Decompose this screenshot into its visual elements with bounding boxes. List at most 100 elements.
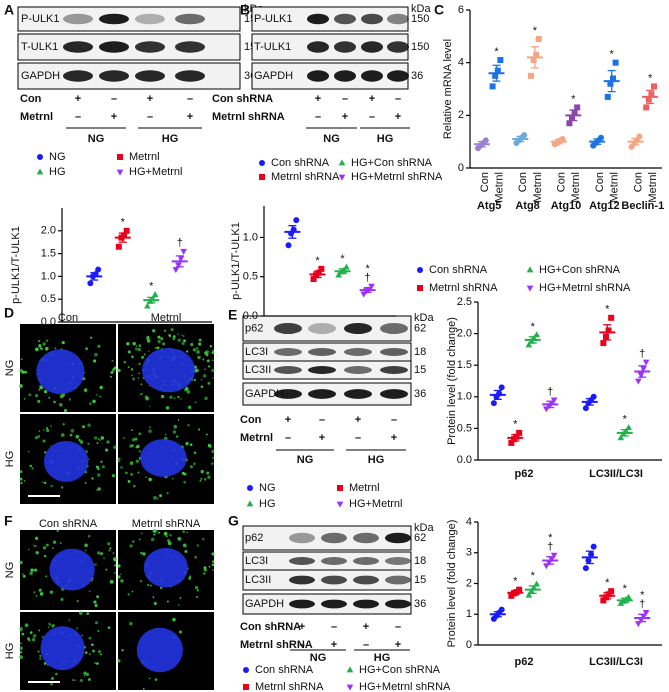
puncta	[94, 352, 98, 357]
puncta	[43, 554, 47, 558]
puncta	[87, 423, 91, 427]
puncta	[100, 460, 103, 464]
puncta	[34, 536, 39, 541]
puncta	[31, 637, 36, 642]
puncta	[117, 659, 121, 663]
legend-label: NG	[49, 151, 66, 163]
puncta	[146, 583, 150, 587]
puncta	[110, 370, 114, 374]
puncta	[209, 345, 213, 348]
puncta	[194, 585, 199, 590]
group-label: NG	[310, 652, 327, 664]
puncta	[111, 359, 114, 363]
data-point	[604, 93, 611, 100]
nucleus	[142, 347, 195, 393]
puncta	[33, 591, 36, 594]
data-point	[149, 295, 156, 302]
puncta	[113, 557, 117, 561]
puncta	[97, 487, 101, 491]
blot-band	[334, 70, 356, 82]
image-column-label: Con	[58, 312, 78, 324]
puncta	[211, 462, 214, 465]
puncta	[167, 541, 172, 546]
puncta	[45, 427, 49, 430]
y-tick-label: 2	[466, 577, 472, 589]
blot-row-label: p62	[245, 322, 263, 334]
legend-label: HG+Con shRNA	[359, 664, 441, 676]
puncta	[54, 347, 57, 350]
puncta	[114, 564, 116, 567]
data-point	[533, 331, 540, 338]
data-point	[642, 610, 650, 617]
legend-swatch	[338, 159, 346, 166]
data-point	[568, 114, 575, 121]
puncta	[131, 429, 133, 431]
blot-band	[274, 389, 302, 399]
legend-swatch	[346, 666, 354, 673]
puncta	[204, 478, 207, 481]
data-point	[605, 591, 612, 598]
image-column-label: Con shRNA	[39, 518, 98, 530]
data-point	[535, 35, 542, 42]
data-point	[92, 271, 99, 278]
data-point	[550, 552, 558, 559]
puncta	[177, 418, 180, 421]
puncta	[182, 335, 185, 337]
puncta	[29, 571, 33, 576]
data-point	[95, 266, 102, 273]
significance-mark: *	[340, 253, 345, 265]
puncta	[99, 395, 102, 398]
legend-swatch	[417, 285, 423, 291]
legend-label: HG+Con shRNA	[351, 157, 433, 169]
blot-band	[289, 557, 315, 565]
kda-value: 15	[414, 574, 426, 586]
blot-band	[274, 366, 302, 374]
puncta	[91, 477, 94, 480]
puncta	[106, 440, 110, 444]
nucleus	[143, 547, 188, 588]
y-tick-label: 1.0	[41, 270, 56, 282]
puncta	[212, 569, 214, 571]
puncta	[93, 600, 97, 604]
data-point	[607, 80, 614, 87]
puncta	[173, 424, 178, 429]
condition-sign: +	[355, 414, 361, 426]
data-point	[635, 378, 642, 385]
puncta	[131, 438, 136, 442]
puncta	[169, 533, 172, 537]
significance-mark: *	[513, 419, 518, 431]
y-tick-label: 3	[466, 547, 472, 559]
puncta	[202, 358, 205, 361]
puncta	[96, 473, 101, 477]
condition-sign: –	[285, 432, 291, 444]
puncta	[165, 433, 167, 436]
blot-band	[99, 70, 129, 82]
blot-row-label: T-ULK1	[21, 41, 58, 53]
puncta	[211, 368, 215, 373]
data-point	[508, 439, 515, 446]
puncta	[80, 442, 83, 445]
condition-sign: +	[187, 111, 193, 123]
blot-band	[361, 13, 383, 25]
puncta	[34, 544, 37, 548]
puncta	[45, 339, 49, 342]
puncta	[20, 482, 23, 484]
y-axis-label: Protein level (fold change)	[446, 317, 458, 445]
blot-band	[63, 13, 93, 25]
puncta	[200, 378, 203, 381]
puncta	[186, 389, 191, 394]
significance-mark: †	[639, 348, 645, 360]
puncta	[75, 434, 80, 439]
puncta	[141, 392, 144, 395]
puncta	[51, 624, 55, 628]
data-point	[559, 136, 566, 143]
blot-band	[353, 575, 379, 585]
significance-mark: *	[365, 263, 370, 275]
puncta	[109, 547, 112, 550]
panel-label: D	[4, 305, 14, 321]
kda-value: 62	[414, 322, 426, 334]
blot-row-label: GAPDH	[245, 598, 284, 610]
puncta	[21, 632, 25, 636]
puncta	[19, 628, 23, 632]
condition-sign: –	[147, 111, 153, 123]
